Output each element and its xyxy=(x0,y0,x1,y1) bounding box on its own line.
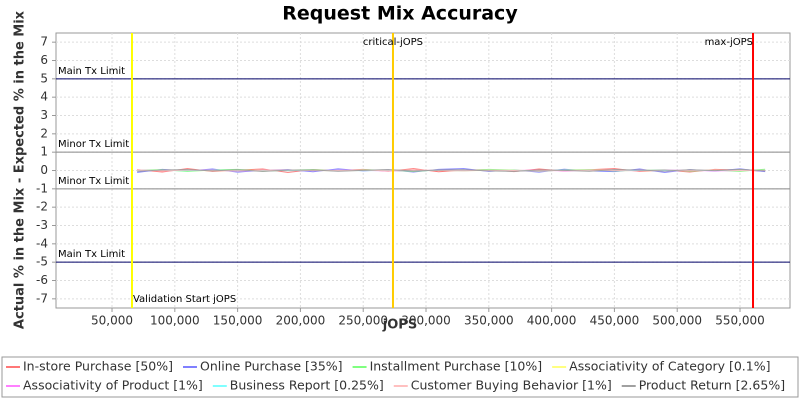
x-tick-label: 200,000 xyxy=(276,314,326,328)
x-tick-label: 550,000 xyxy=(715,314,765,328)
legend-label: In-store Purchase [50%] xyxy=(23,359,173,374)
y-tick-label: -3 xyxy=(36,218,48,232)
x-tick-label: 400,000 xyxy=(527,314,577,328)
chart-title: Request Mix Accuracy xyxy=(282,3,518,25)
y-tick-label: -4 xyxy=(36,236,48,250)
series-line xyxy=(137,168,766,173)
legend-label: Customer Buying Behavior [1%] xyxy=(411,378,612,393)
y-tick-label: -6 xyxy=(36,273,48,287)
marker-label: Validation Start jOPS xyxy=(133,294,236,305)
x-tick-label: 250,000 xyxy=(338,314,388,328)
x-tick-label: 300,000 xyxy=(401,314,451,328)
legend xyxy=(1,356,799,398)
limit-label: Minor Tx Limit xyxy=(58,139,129,150)
y-tick-label: 2 xyxy=(40,126,48,140)
x-tick-label: 100,000 xyxy=(150,314,200,328)
marker-label: max-jOPS xyxy=(705,37,753,48)
y-tick-label: -2 xyxy=(36,200,48,214)
y-tick-label: 1 xyxy=(40,145,48,159)
y-tick-label: -5 xyxy=(36,255,48,269)
legend-label: Online Purchase [35%] xyxy=(200,359,343,374)
limit-label: Main Tx Limit xyxy=(58,66,125,77)
x-tick-label: 50,000 xyxy=(91,314,133,328)
limit-label: Main Tx Limit xyxy=(58,249,125,260)
legend-label: Associativity of Product [1%] xyxy=(23,378,203,393)
y-tick-label: 5 xyxy=(40,71,48,85)
y-tick-label: 0 xyxy=(40,163,48,177)
x-tick-label: 350,000 xyxy=(464,314,514,328)
y-tick-label: 4 xyxy=(40,90,48,104)
y-tick-label: -1 xyxy=(36,181,48,195)
y-tick-label: 6 xyxy=(40,53,48,67)
x-tick-label: 450,000 xyxy=(590,314,640,328)
y-tick-label: -7 xyxy=(36,291,48,305)
y-axis-label: Actual % in the Mix - Expected % in the … xyxy=(13,10,28,329)
x-tick-label: 150,000 xyxy=(213,314,263,328)
series-line xyxy=(137,168,766,172)
limit-label: Minor Tx Limit xyxy=(58,176,129,187)
marker-label: critical-jOPS xyxy=(363,37,423,48)
legend-label: Product Return [2.65%] xyxy=(639,378,785,393)
legend-label: Business Report [0.25%] xyxy=(230,378,384,393)
y-tick-label: 3 xyxy=(40,108,48,122)
x-axis-label: jOPS xyxy=(382,318,417,333)
legend-label: Installment Purchase [10%] xyxy=(370,359,543,374)
legend-label: Associativity of Category [0.1%] xyxy=(569,359,770,374)
y-tick-label: 7 xyxy=(40,35,48,49)
x-tick-label: 500,000 xyxy=(652,314,702,328)
